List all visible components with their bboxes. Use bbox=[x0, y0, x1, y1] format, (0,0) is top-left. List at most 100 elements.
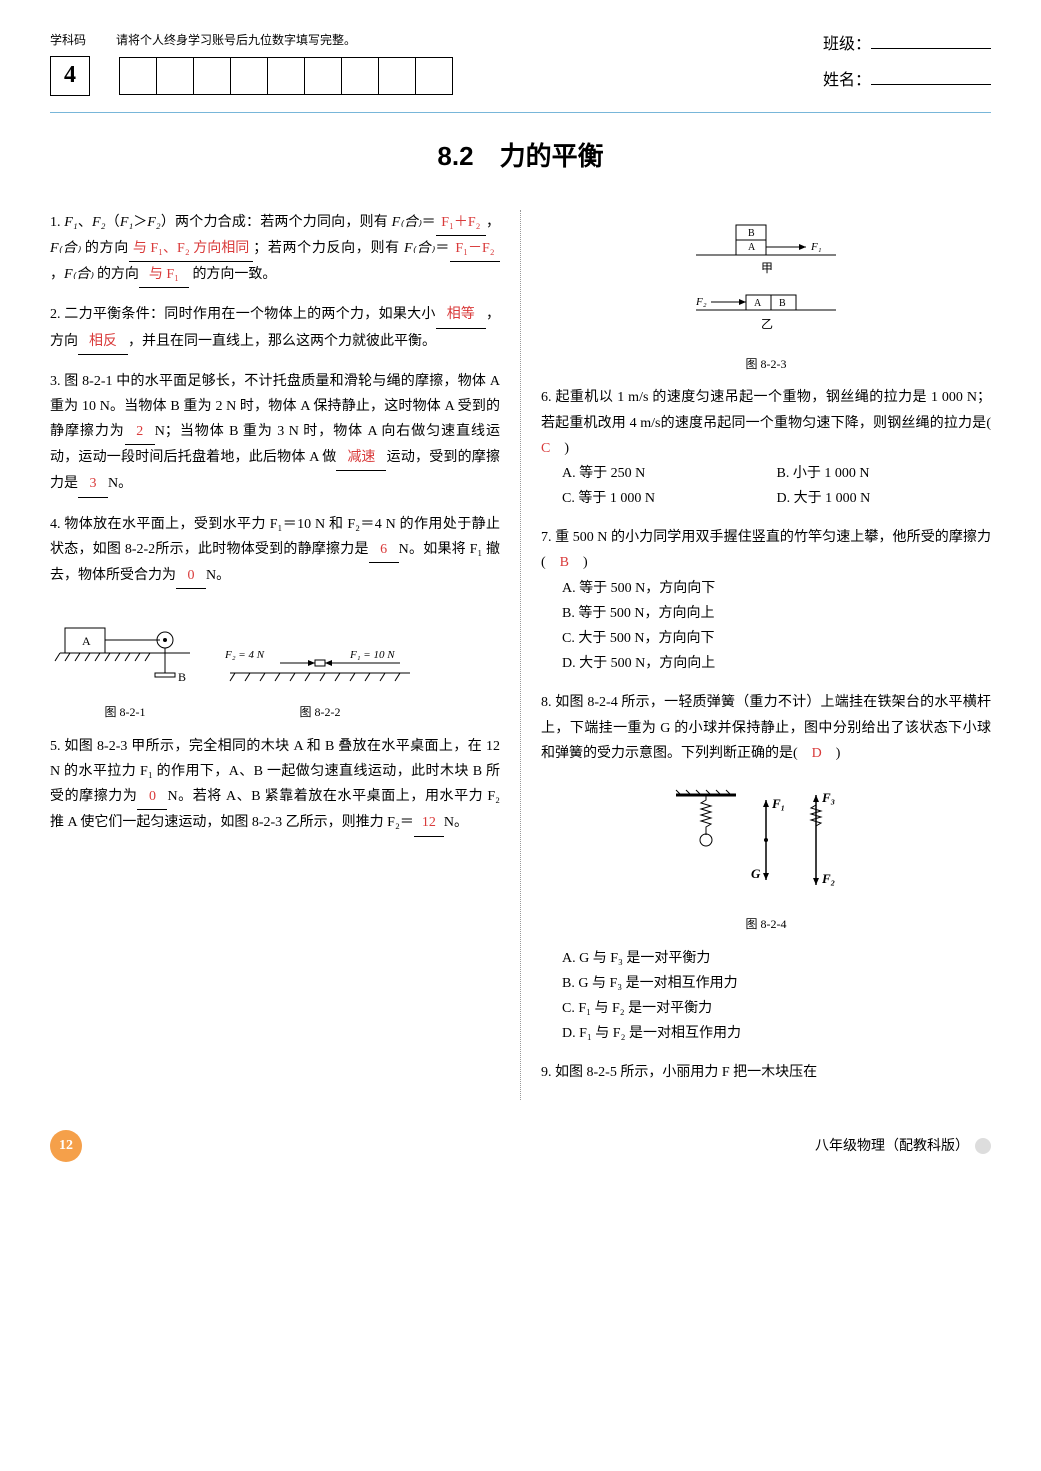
svg-text:F₁: F₁ bbox=[810, 241, 822, 253]
q1-blank4: 与 F₁ bbox=[139, 262, 189, 288]
digit-box[interactable] bbox=[193, 57, 231, 95]
fig822-f1: F₁ = 10 N bbox=[349, 649, 395, 661]
footer-text: 八年级物理（配教科版） bbox=[815, 1133, 991, 1158]
q4-blank1: 6 bbox=[369, 537, 399, 563]
fig821-B: B bbox=[178, 670, 186, 684]
q3-blank1: 2 bbox=[125, 419, 155, 445]
question-5: 5. 如图 8-2-3 甲所示，完全相同的木块 A 和 B 叠放在水平桌面上，在… bbox=[50, 734, 500, 837]
student-info: 班级： 姓名： bbox=[823, 30, 991, 102]
q5-blank1: 0 bbox=[137, 784, 167, 810]
q1-blank3: F₁－F₂ bbox=[450, 236, 500, 262]
divider bbox=[50, 112, 991, 113]
figure-8-2-2: F₂ = 4 N F₁ = 10 N 图 8-2-2 bbox=[220, 643, 420, 724]
q7-optB: B. 等于 500 N，方向向上 bbox=[562, 601, 991, 626]
question-3: 3. 图 8-2-1 中的水平面足够长，不计托盘质量和滑轮与绳的摩擦，物体 A … bbox=[50, 369, 500, 498]
q4-blank2: 0 bbox=[176, 563, 206, 589]
question-7: 7. 重 500 N 的小力同学用双手握住竖直的竹竿匀速上攀，他所受的摩擦力( … bbox=[541, 525, 991, 676]
digit-box[interactable] bbox=[415, 57, 453, 95]
q2-blank2: 相反 bbox=[78, 329, 128, 355]
class-field[interactable] bbox=[871, 30, 991, 49]
fig-8-2-3-caption: 图 8-2-3 bbox=[541, 354, 991, 376]
q8-answer: D bbox=[812, 746, 822, 761]
question-4: 4. 物体放在水平面上，受到水平力 F₁＝10 N 和 F₂＝4 N 的作用处于… bbox=[50, 512, 500, 590]
q1-blank1: F₁＋F₂ bbox=[436, 210, 486, 236]
fig-8-2-2-caption: 图 8-2-2 bbox=[220, 702, 420, 724]
question-8-options: A. G 与 F₃ 是一对平衡力 B. G 与 F₃ 是一对相互作用力 C. F… bbox=[562, 946, 991, 1047]
q6-optB: B. 小于 1 000 N bbox=[777, 461, 992, 486]
q1-blank2: 与 F₁、F₂ 方向相同 bbox=[129, 236, 253, 262]
content-columns: 1. F₁、F₂（F₁＞F₂）两个力合成：若两个力同向，则有 F₍合₎＝F₁＋F… bbox=[50, 210, 991, 1100]
q1-f2: F₂ bbox=[92, 215, 105, 230]
q3-blank2: 减速 bbox=[336, 445, 386, 471]
digit-box[interactable] bbox=[230, 57, 268, 95]
fig-8-2-1-caption: 图 8-2-1 bbox=[50, 702, 200, 724]
q6-optA: A. 等于 250 N bbox=[562, 461, 777, 486]
fig-8-2-4-caption: 图 8-2-4 bbox=[541, 914, 991, 936]
svg-text:B: B bbox=[779, 298, 786, 309]
name-field[interactable] bbox=[871, 66, 991, 85]
subject-code-label: 学科码 bbox=[50, 30, 86, 52]
digit-box[interactable] bbox=[119, 57, 157, 95]
q6-answer: C bbox=[541, 441, 550, 456]
header-left: 学科码 请将个人终身学习账号后九位数字填写完整。 4 bbox=[50, 30, 453, 96]
figures-row-1: A B 图 8-2-1 F₂ = 4 N F₁ = 10 N bbox=[50, 603, 500, 734]
svg-text:乙: 乙 bbox=[761, 317, 773, 331]
svg-text:甲: 甲 bbox=[761, 261, 773, 275]
svg-text:F₁: F₁ bbox=[771, 796, 785, 811]
fig-8-2-4-svg: F₁ G F₃ F₂ bbox=[656, 780, 876, 910]
figure-8-2-1: A B 图 8-2-1 bbox=[50, 613, 200, 724]
fig-8-2-1-svg: A B bbox=[50, 613, 200, 698]
digit-box[interactable] bbox=[378, 57, 416, 95]
fig-8-2-2-svg: F₂ = 4 N F₁ = 10 N bbox=[220, 643, 420, 698]
q5-blank2: 12 bbox=[414, 810, 444, 836]
q7-answer: B bbox=[560, 555, 569, 570]
left-column: 1. F₁、F₂（F₁＞F₂）两个力合成：若两个力同向，则有 F₍合₎＝F₁＋F… bbox=[50, 210, 500, 1100]
header: 学科码 请将个人终身学习账号后九位数字填写完整。 4 班级： 姓名： bbox=[50, 30, 991, 102]
svg-text:F₂: F₂ bbox=[821, 871, 835, 886]
name-label: 姓名： bbox=[823, 72, 871, 89]
digit-box[interactable] bbox=[156, 57, 194, 95]
figure-8-2-4: F₁ G F₃ F₂ 图 8-2-4 bbox=[541, 780, 991, 936]
q6-optC: C. 等于 1 000 N bbox=[562, 486, 777, 511]
figure-8-2-3: A B F₁ 甲 A B F₂ 乙 图 8-2-3 bbox=[541, 220, 991, 376]
header-tip: 请将个人终身学习账号后九位数字填写完整。 bbox=[116, 30, 356, 52]
digit-box[interactable] bbox=[304, 57, 342, 95]
footer-dot-icon bbox=[975, 1138, 991, 1154]
fig822-f2: F₂ = 4 N bbox=[224, 649, 265, 661]
page-number-badge: 12 bbox=[50, 1130, 82, 1162]
page-footer: 12 八年级物理（配教科版） bbox=[50, 1130, 991, 1162]
question-6: 6. 起重机以 1 m/s 的速度匀速吊起一个重物，钢丝绳的拉力是 1 000 … bbox=[541, 385, 991, 511]
q8-optD: D. F₁ 与 F₂ 是一对相互作用力 bbox=[562, 1021, 991, 1046]
q7-optD: D. 大于 500 N，方向向上 bbox=[562, 651, 991, 676]
svg-text:F₂: F₂ bbox=[695, 296, 707, 308]
q1-num: 1. bbox=[50, 215, 64, 230]
digit-box[interactable] bbox=[267, 57, 305, 95]
question-9: 9. 如图 8-2-5 所示，小丽用力 F 把一木块压在 bbox=[541, 1060, 991, 1085]
question-8: 8. 如图 8-2-4 所示，一轻质弹簧（重力不计）上端挂在铁架台的水平横杆上，… bbox=[541, 690, 991, 766]
q8-optB: B. G 与 F₃ 是一对相互作用力 bbox=[562, 971, 991, 996]
subject-code-box: 4 bbox=[50, 56, 90, 96]
svg-text:F₃: F₃ bbox=[821, 790, 835, 805]
question-2: 2. 二力平衡条件：同时作用在一个物体上的两个力，如果大小相等，方向相反，并且在… bbox=[50, 302, 500, 354]
class-label: 班级： bbox=[823, 36, 871, 53]
svg-text:G: G bbox=[751, 866, 761, 881]
q2-blank1: 相等 bbox=[436, 302, 486, 328]
q3-blank3: 3 bbox=[78, 471, 108, 497]
question-1: 1. F₁、F₂（F₁＞F₂）两个力合成：若两个力同向，则有 F₍合₎＝F₁＋F… bbox=[50, 210, 500, 289]
digit-box[interactable] bbox=[341, 57, 379, 95]
q7-optA: A. 等于 500 N，方向向下 bbox=[562, 576, 991, 601]
svg-text:A: A bbox=[748, 242, 756, 253]
q8-optC: C. F₁ 与 F₂ 是一对平衡力 bbox=[562, 996, 991, 1021]
q8-optA: A. G 与 F₃ 是一对平衡力 bbox=[562, 946, 991, 971]
fig821-A: A bbox=[82, 634, 91, 648]
code-boxes: 4 bbox=[50, 56, 453, 96]
account-boxes bbox=[120, 57, 453, 95]
q1-f1: F₁ bbox=[64, 215, 77, 230]
right-column: A B F₁ 甲 A B F₂ 乙 图 8-2-3 6. 起重机以 1 m/s … bbox=[520, 210, 991, 1100]
q6-optD: D. 大于 1 000 N bbox=[777, 486, 992, 511]
svg-text:A: A bbox=[754, 298, 762, 309]
svg-text:B: B bbox=[748, 228, 755, 239]
page-title: 8.2 力的平衡 bbox=[50, 133, 991, 180]
fig-8-2-3-svg: A B F₁ 甲 A B F₂ 乙 bbox=[666, 220, 866, 350]
q7-optC: C. 大于 500 N，方向向下 bbox=[562, 626, 991, 651]
